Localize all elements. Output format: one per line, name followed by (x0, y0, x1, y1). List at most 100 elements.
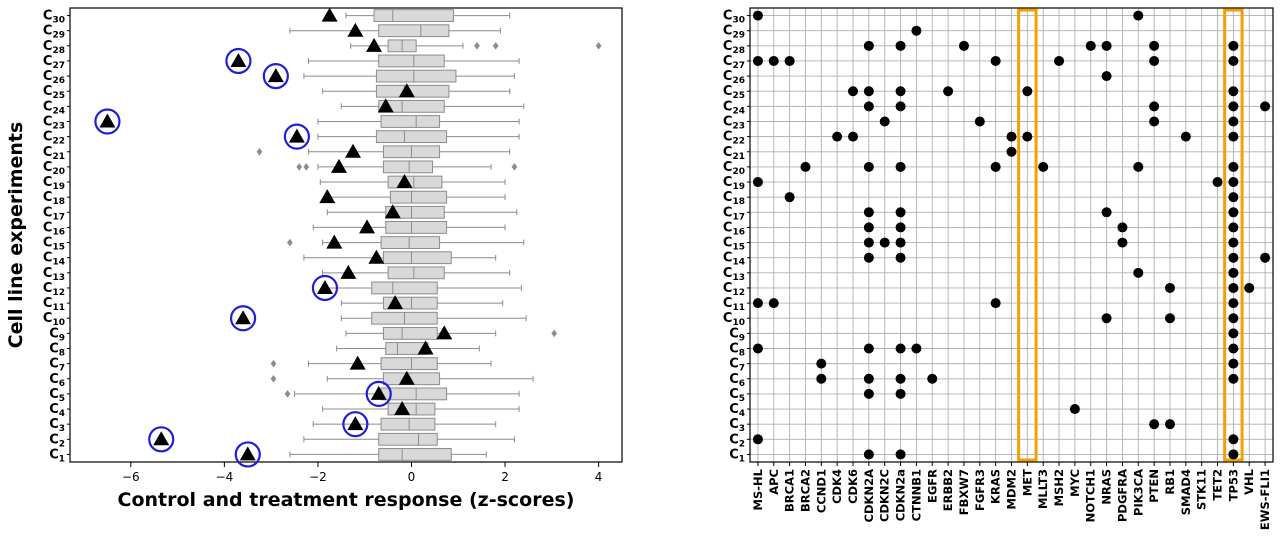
gene-tick-label: MLLT3 (1036, 469, 1050, 509)
x-tick-label: 0 (408, 470, 416, 484)
response-triangle-marker (326, 234, 343, 249)
gene-tick-label: KRAS (989, 469, 1003, 504)
mutation-dot (1228, 373, 1239, 384)
category-tick-label: C11 (723, 296, 745, 313)
mutation-dot (1180, 131, 1191, 142)
response-triangle-marker (377, 98, 394, 113)
category-tick-label: C29 (43, 24, 65, 41)
mutation-dot (863, 449, 874, 460)
box (378, 448, 452, 461)
box (387, 266, 445, 280)
category-tick-label: C17 (723, 205, 745, 222)
outlier-point (284, 390, 291, 398)
category-tick-label: C27 (723, 54, 745, 71)
mutation-dot (863, 101, 874, 112)
box-row (326, 190, 506, 204)
gene-tick-label: FBXW7 (957, 469, 971, 515)
mutation-dot (1133, 10, 1144, 21)
category-tick-label: C28 (43, 39, 65, 56)
category-tick-label: C29 (723, 24, 745, 41)
category-tick-label: C30 (43, 9, 65, 26)
mutation-dot (895, 222, 906, 233)
box (378, 432, 438, 446)
highlight-circle (234, 441, 261, 468)
mutation-dot (1228, 252, 1239, 263)
category-tick-label: C17 (43, 205, 65, 222)
mutation-dot (863, 222, 874, 233)
mutation-dot (1228, 116, 1239, 127)
mutation-dot (863, 86, 874, 97)
gene-tick-label: CDKN2a (894, 469, 908, 521)
y-axis-label: Cell line experiments (5, 122, 27, 349)
gene-tick-label: CDKN2A (862, 469, 876, 523)
category-tick-label: C9 (729, 326, 745, 343)
category-tick-label: C6 (49, 372, 65, 389)
mutation-dot (768, 298, 779, 309)
category-tick-label: C3 (729, 417, 745, 434)
highlight-circle (311, 274, 339, 302)
box-row (289, 24, 501, 38)
gene-tick-label: ERBB2 (941, 469, 955, 511)
mutation-dot (1228, 237, 1239, 248)
category-tick-label: C15 (723, 236, 745, 253)
category-tick-label: C3 (49, 417, 65, 434)
response-triangle-marker (370, 385, 387, 400)
outlier-point (287, 238, 293, 247)
highlight-circle (148, 426, 175, 453)
x-tick-label: −4 (216, 470, 234, 484)
box (378, 99, 445, 113)
box-row (317, 115, 520, 128)
category-tick-label: C24 (43, 99, 65, 116)
mutation-dot (1149, 40, 1160, 51)
category-tick-label: C18 (723, 190, 745, 207)
category-tick-label: C2 (49, 432, 65, 449)
box (378, 24, 450, 38)
mutation-dot (1117, 237, 1128, 248)
box-row (345, 9, 511, 22)
outlier-point (595, 42, 602, 50)
mutation-dot (1228, 192, 1239, 203)
box-row (336, 342, 480, 355)
mutation-dot (911, 343, 922, 354)
category-tick-label: C21 (43, 145, 65, 162)
mutation-dot (879, 116, 890, 127)
x-tick-label: 4 (595, 470, 603, 484)
category-tick-label: C10 (723, 311, 745, 328)
response-triangle-marker (349, 355, 366, 370)
category-tick-label: C25 (43, 84, 65, 101)
gene-tick-label: TP53 (1226, 469, 1240, 501)
response-triangle-marker (288, 128, 305, 143)
mutation-dot (895, 40, 906, 51)
response-triangle-marker (436, 325, 453, 340)
response-triangle-marker (340, 264, 357, 279)
category-tick-label: C14 (723, 251, 745, 268)
box-row (322, 84, 511, 98)
gene-tick-label: VHL (1242, 468, 1256, 495)
category-tick-label: C16 (43, 220, 65, 237)
mutation-dot (1101, 40, 1112, 51)
category-tick-label: C13 (723, 266, 745, 283)
category-tick-label: C20 (723, 160, 745, 177)
mutation-dot (1228, 298, 1239, 309)
mutation-dot (1022, 131, 1033, 142)
mutation-dot (752, 55, 763, 66)
gene-tick-label: MSH2 (1052, 469, 1066, 506)
category-tick-label: C21 (723, 145, 745, 162)
response-triangle-marker (345, 143, 362, 158)
mutation-dot (895, 237, 906, 248)
box (387, 175, 443, 189)
mutation-dot (1260, 101, 1271, 112)
gene-tick-label: EWS-FLI1 (1258, 469, 1272, 530)
response-triangle-marker (368, 249, 385, 264)
category-tick-label: C15 (43, 236, 65, 253)
highlight-circle (229, 305, 257, 332)
category-tick-label: C12 (43, 281, 65, 298)
mutation-dot (1149, 116, 1160, 127)
gene-tick-label: RB1 (1163, 469, 1177, 495)
box (380, 357, 438, 371)
box (378, 54, 445, 68)
mutation-dot (990, 298, 1001, 309)
mutation-dot (895, 373, 906, 384)
mutation-dot (1085, 40, 1096, 51)
mutation-dot (1228, 222, 1239, 233)
